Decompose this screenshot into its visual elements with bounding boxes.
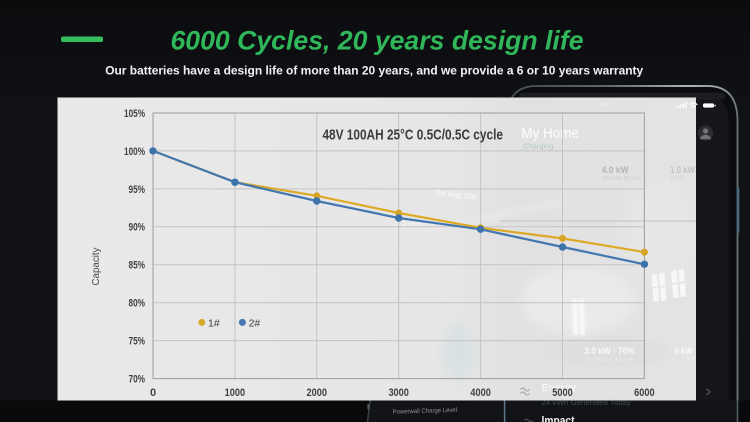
- svg-text:2000: 2000: [307, 387, 328, 399]
- svg-text:Our batteries have a design li: Our batteries have a design life of more…: [105, 63, 643, 77]
- svg-text:Impact: Impact: [542, 415, 575, 422]
- svg-text:80%: 80%: [129, 298, 146, 310]
- svg-text:GRID: GRID: [683, 356, 695, 362]
- svg-text:1000: 1000: [225, 387, 246, 399]
- svg-text:4000: 4000: [470, 387, 491, 399]
- svg-text:POWERWALL - BACKUP: POWERWALL - BACKUP: [585, 358, 634, 364]
- svg-text:3.0 kW · 70%: 3.0 kW · 70%: [584, 346, 635, 356]
- svg-text:4.0 kW: 4.0 kW: [602, 165, 630, 175]
- svg-text:6000 Cycles, 20 years design l: 6000 Cycles, 20 years design life: [171, 25, 584, 55]
- svg-text:Charging: Charging: [523, 142, 553, 151]
- svg-text:5000: 5000: [552, 387, 573, 399]
- svg-text:100%: 100%: [124, 146, 145, 158]
- svg-text:24 kWh Generated Today: 24 kWh Generated Today: [542, 398, 632, 407]
- svg-text:Energy: Energy: [542, 383, 577, 394]
- svg-text:95%: 95%: [129, 184, 146, 196]
- svg-text:70%: 70%: [129, 374, 146, 386]
- svg-text:75%: 75%: [129, 336, 146, 348]
- svg-text:0: 0: [150, 387, 156, 399]
- svg-text:48V 100AH 25°C 0.5C/0.5C cycle: 48V 100AH 25°C 0.5C/0.5C cycle: [322, 126, 503, 143]
- svg-text:Powerwall Charge Level: Powerwall Charge Level: [392, 407, 457, 416]
- svg-text:Capacity: Capacity: [90, 247, 102, 286]
- svg-text:105%: 105%: [124, 108, 145, 120]
- svg-text:85%: 85%: [129, 260, 146, 272]
- svg-text:0 kW: 0 kW: [675, 346, 693, 356]
- svg-text:My Home: My Home: [521, 125, 579, 142]
- svg-text:9:41: 9:41: [600, 103, 612, 109]
- svg-text:2 kWh: 2 kWh: [394, 219, 425, 230]
- svg-text:24 kWh Generated Today: 24 kWh Generated Today: [542, 397, 632, 406]
- svg-text:90%: 90%: [129, 222, 146, 234]
- svg-text:3000: 3000: [388, 387, 409, 399]
- svg-text:HOME: HOME: [671, 175, 684, 181]
- svg-text:1.0 kW: 1.0 kW: [670, 165, 696, 175]
- svg-text:SOLAR ROOF: SOLAR ROOF: [602, 176, 642, 182]
- svg-text:1#: 1#: [208, 317, 220, 329]
- svg-text:6000: 6000: [634, 387, 655, 399]
- svg-text:2#: 2#: [249, 317, 261, 329]
